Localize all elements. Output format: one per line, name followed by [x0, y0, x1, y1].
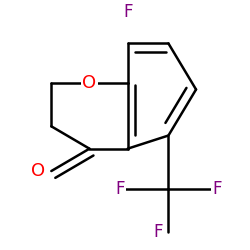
Text: O: O [31, 162, 45, 180]
Text: F: F [123, 3, 132, 21]
Text: O: O [82, 74, 96, 92]
Text: F: F [153, 222, 163, 240]
Text: F: F [212, 180, 222, 198]
Text: F: F [115, 180, 124, 198]
